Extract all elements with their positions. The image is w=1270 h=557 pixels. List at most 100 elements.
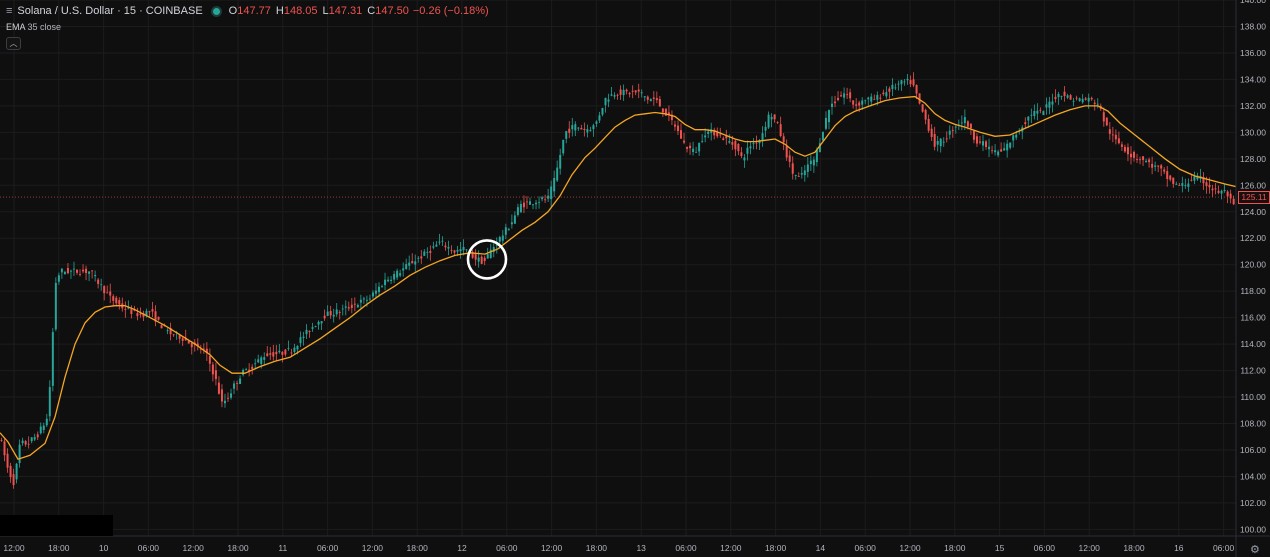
- candle-body: [1129, 153, 1132, 158]
- candle-body: [1145, 160, 1148, 163]
- candle-body: [417, 257, 420, 259]
- candle-up: [982, 134, 984, 152]
- candle-down: [211, 361, 214, 382]
- candle-body: [1072, 100, 1075, 102]
- candle-body: [821, 131, 824, 141]
- candle-body: [3, 441, 6, 456]
- candle-body: [251, 366, 254, 369]
- candle-down: [716, 127, 719, 139]
- candle-body: [88, 271, 91, 274]
- candle-up: [1199, 168, 1202, 183]
- candle-body: [616, 94, 619, 96]
- candle-body: [139, 313, 142, 315]
- candle-body: [57, 275, 60, 282]
- candle-up: [359, 294, 362, 310]
- candle-body: [752, 143, 755, 145]
- candle-up: [894, 83, 897, 90]
- candle-body: [1120, 144, 1123, 147]
- candle-body: [704, 135, 707, 138]
- candle-up: [60, 267, 63, 279]
- close-value: 147.50: [375, 5, 409, 17]
- candle-body: [544, 199, 547, 201]
- time-tick-label: 06:00: [675, 543, 697, 553]
- candle-body: [1190, 179, 1193, 181]
- candle-up: [278, 343, 281, 354]
- price-tick-label: 118.00: [1240, 286, 1266, 296]
- candle-body: [1123, 146, 1126, 152]
- candlestick-series: [0, 72, 1235, 489]
- candle-down: [655, 91, 658, 104]
- ema-legend[interactable]: EMA 35 close: [6, 22, 61, 32]
- candle-down: [157, 316, 160, 321]
- candle-body: [1066, 95, 1069, 98]
- candle-body: [15, 463, 18, 480]
- candle-down: [66, 263, 69, 275]
- candle-down: [1214, 183, 1217, 195]
- candle-down: [97, 277, 100, 289]
- candle-body: [1078, 98, 1081, 101]
- candle-body: [260, 357, 263, 364]
- candle-body: [701, 141, 704, 142]
- collapse-legend-button[interactable]: ︿: [6, 37, 21, 50]
- candle-body: [1063, 91, 1066, 96]
- candle-down: [124, 301, 127, 318]
- candle-up: [1012, 134, 1015, 148]
- candle-body: [1093, 102, 1096, 104]
- candle-body: [1057, 93, 1060, 98]
- candle-up: [504, 223, 507, 240]
- candle-body: [966, 121, 969, 127]
- candle-body: [683, 140, 686, 143]
- candle-body: [997, 151, 1000, 156]
- candle-body: [1160, 165, 1163, 169]
- candle-body: [341, 308, 344, 310]
- candle-up: [127, 300, 130, 310]
- candle-body: [1151, 163, 1154, 168]
- candle-body: [118, 300, 121, 305]
- candle-body: [776, 122, 779, 123]
- candle-body: [299, 337, 302, 344]
- chevron-up-icon: ︿: [9, 39, 18, 48]
- candle-down: [1202, 172, 1205, 190]
- candle-down: [272, 344, 275, 361]
- candle-body: [266, 353, 269, 357]
- candle-body: [365, 299, 368, 301]
- candle-down: [76, 269, 78, 275]
- candle-body: [972, 130, 975, 140]
- gear-icon[interactable]: ⚙: [1250, 544, 1260, 556]
- candle-body: [803, 170, 806, 176]
- candle-down: [646, 95, 649, 104]
- hamburger-icon[interactable]: ≡: [6, 5, 13, 17]
- candle-up: [1187, 178, 1190, 192]
- candle-body: [359, 299, 362, 303]
- candle-body: [936, 140, 939, 145]
- price-tick-label: 106.00: [1240, 445, 1266, 455]
- candle-up: [1175, 181, 1178, 186]
- candle-down: [879, 94, 882, 103]
- low-value: 147.31: [328, 5, 363, 17]
- candle-body: [227, 397, 229, 399]
- candle-down: [429, 245, 432, 261]
- candle-body: [864, 100, 867, 102]
- candle-body: [1090, 97, 1093, 100]
- candle-up: [640, 89, 643, 98]
- candle-down: [846, 87, 849, 100]
- symbol-legend[interactable]: ≡ Solana / U.S. Dollar · 15 · COINBASE O…: [6, 5, 493, 17]
- candle-down: [27, 436, 30, 449]
- candle-up: [701, 133, 704, 144]
- candle-body: [903, 81, 906, 83]
- candle-down: [683, 132, 686, 145]
- candle-up: [344, 300, 347, 316]
- candle-down: [350, 298, 353, 314]
- candle-body: [525, 201, 528, 203]
- candle-down: [1054, 89, 1057, 103]
- candle-body: [178, 335, 181, 339]
- candle-up: [643, 96, 646, 102]
- candle-body: [181, 338, 184, 341]
- candle-up: [320, 321, 323, 331]
- candle-down: [1139, 156, 1142, 165]
- candle-body: [501, 235, 504, 241]
- candle-up: [257, 354, 260, 364]
- candle-up: [1193, 171, 1196, 185]
